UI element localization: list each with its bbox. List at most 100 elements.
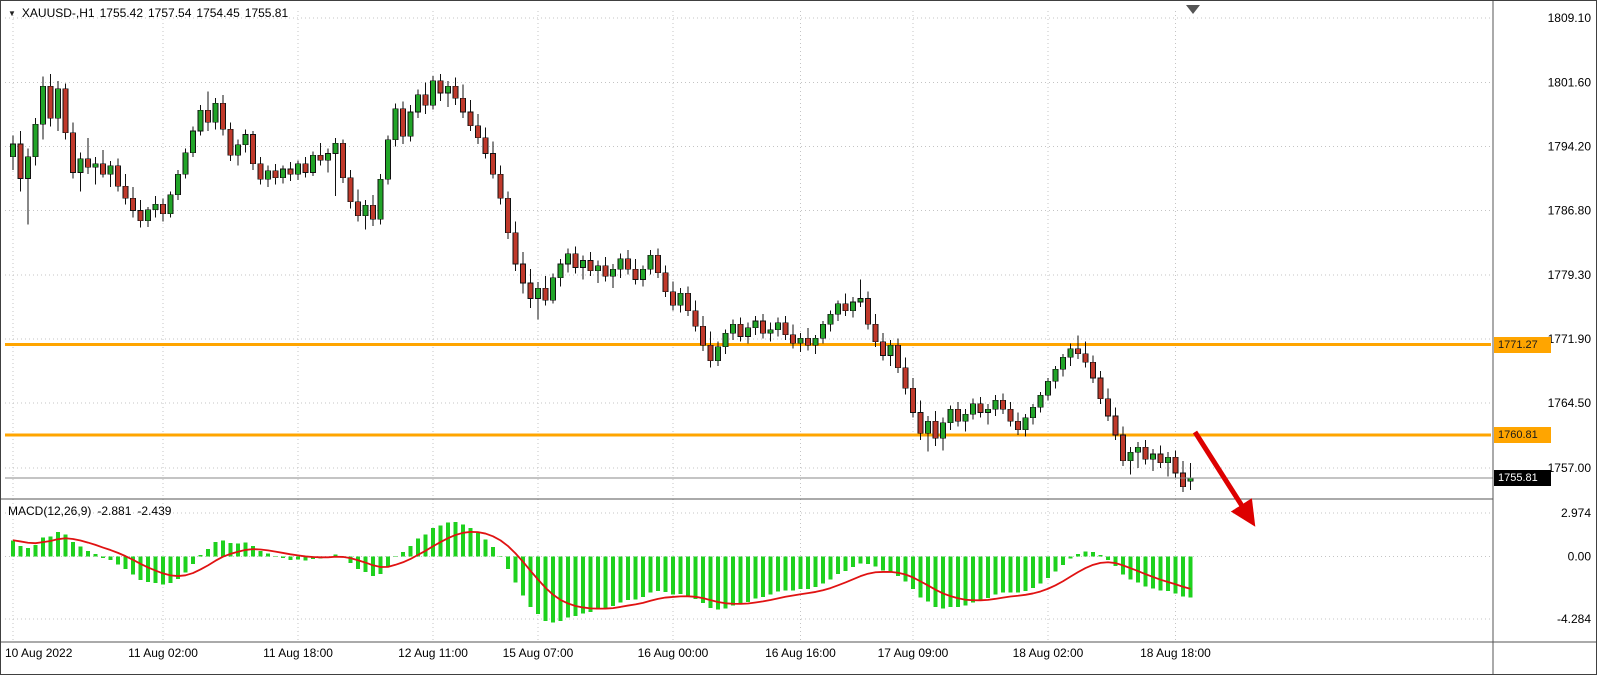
candle-down: [437, 80, 444, 94]
macd-main-value: -2.881: [97, 504, 132, 518]
candle-down: [700, 325, 706, 346]
candle-down: [662, 272, 669, 292]
candle-up: [722, 332, 729, 348]
macd-bar: [228, 542, 233, 557]
trend-arrow-annotation[interactable]: [1192, 430, 1256, 527]
candle-up: [820, 324, 826, 339]
candle-up: [77, 158, 84, 173]
candle-up: [887, 344, 894, 356]
level-badge-1[interactable]: 1760.81: [1494, 426, 1551, 443]
candle-up: [1127, 451, 1134, 462]
macd-bar: [378, 556, 383, 574]
price-axis[interactable]: 1809.10 1801.60 1794.20 1786.80 1779.30 1771.…: [1548, 11, 1592, 626]
candle-down: [460, 97, 466, 113]
macd-bar: [221, 540, 225, 557]
macd-bar: [498, 556, 503, 557]
macd-bar: [761, 556, 765, 597]
candle-down: [1142, 446, 1149, 460]
macd-bar: [806, 556, 810, 589]
macd-bar: [671, 556, 675, 595]
candle-up: [580, 260, 586, 268]
candle-up: [617, 258, 624, 270]
candle-up: [730, 324, 736, 334]
macd-bar: [611, 556, 615, 607]
high-value: 1757.54: [148, 6, 192, 20]
candle-up: [107, 165, 114, 175]
macd-bar: [1068, 556, 1073, 559]
macd-bar: [1106, 556, 1110, 560]
candle-down: [227, 128, 234, 156]
macd-bar: [1061, 556, 1065, 565]
macd-bar: [63, 534, 68, 557]
candle-down: [782, 322, 789, 336]
macd-bar: [513, 556, 518, 583]
time-label: 15 Aug 07:00: [503, 646, 574, 660]
macd-bar: [1046, 556, 1050, 578]
macd-bar: [656, 556, 660, 592]
shift-triangle[interactable]: [1186, 5, 1200, 14]
candle-down: [220, 103, 226, 130]
candle-up: [152, 204, 159, 210]
macd-bar: [303, 556, 308, 561]
candle-down: [100, 163, 106, 175]
macd-tick-label: 2.974: [1561, 506, 1591, 520]
candle-down: [85, 158, 91, 168]
macd-bar: [596, 556, 600, 610]
time-label: 17 Aug 09:00: [878, 646, 949, 660]
macd-signal-value: -2.439: [137, 504, 172, 518]
macd-bar: [161, 556, 165, 585]
candle-down: [865, 298, 871, 325]
candle-up: [190, 130, 196, 153]
horizontal-level-lines[interactable]: [5, 343, 1491, 437]
chevron-down-icon[interactable]: ▼: [8, 8, 16, 18]
candle-down: [1007, 408, 1014, 422]
candle-up: [962, 413, 969, 422]
macd-bar: [866, 556, 870, 564]
candle-up: [850, 301, 856, 311]
macd-bar: [783, 556, 788, 591]
candle-up: [32, 123, 39, 158]
time-label: 16 Aug 00:00: [638, 646, 709, 660]
candle-down: [115, 165, 121, 187]
macd-bar: [1098, 555, 1103, 557]
candle-up: [280, 168, 286, 178]
arrow-line[interactable]: [1192, 430, 1256, 527]
candle-up: [362, 204, 369, 216]
level-badge-0[interactable]: 1771.27: [1494, 336, 1551, 353]
candle-down: [520, 263, 526, 284]
macd-bar: [686, 556, 690, 596]
candle-down: [1105, 398, 1111, 417]
macd-bar: [1031, 556, 1035, 588]
candle-down: [302, 163, 309, 173]
macd-bar: [768, 556, 773, 595]
macd-signal-line: [12, 530, 1191, 610]
candle-down: [122, 185, 129, 199]
macd-bar: [633, 556, 638, 600]
candle-up: [595, 265, 601, 272]
candle-up: [1165, 457, 1171, 463]
macd-bar: [198, 554, 203, 557]
macd-bar: [131, 556, 135, 575]
macd-bar: [753, 556, 758, 599]
time-axis[interactable]: 10 Aug 2022 11 Aug 02:00 11 Aug 18:00 12 Au…: [5, 646, 1211, 660]
candle-down: [632, 268, 639, 280]
macd-bar: [41, 537, 45, 557]
candle-up: [1045, 381, 1051, 396]
candle-down: [790, 334, 796, 344]
candle-down: [527, 282, 534, 299]
macd-bar: [941, 556, 945, 609]
macd-bar: [191, 556, 195, 565]
macd-signal-path: [12, 530, 1191, 610]
candle-up: [197, 109, 204, 132]
macd-bar: [11, 540, 15, 557]
chart-shift-marker[interactable]: [1186, 5, 1200, 14]
macd-bar: [551, 556, 555, 623]
macd-bar: [168, 556, 173, 584]
macd-bar: [123, 556, 128, 570]
macd-bar: [93, 554, 98, 557]
candle-down: [955, 408, 961, 422]
candle-down: [400, 108, 406, 137]
macd-bar: [626, 556, 630, 601]
